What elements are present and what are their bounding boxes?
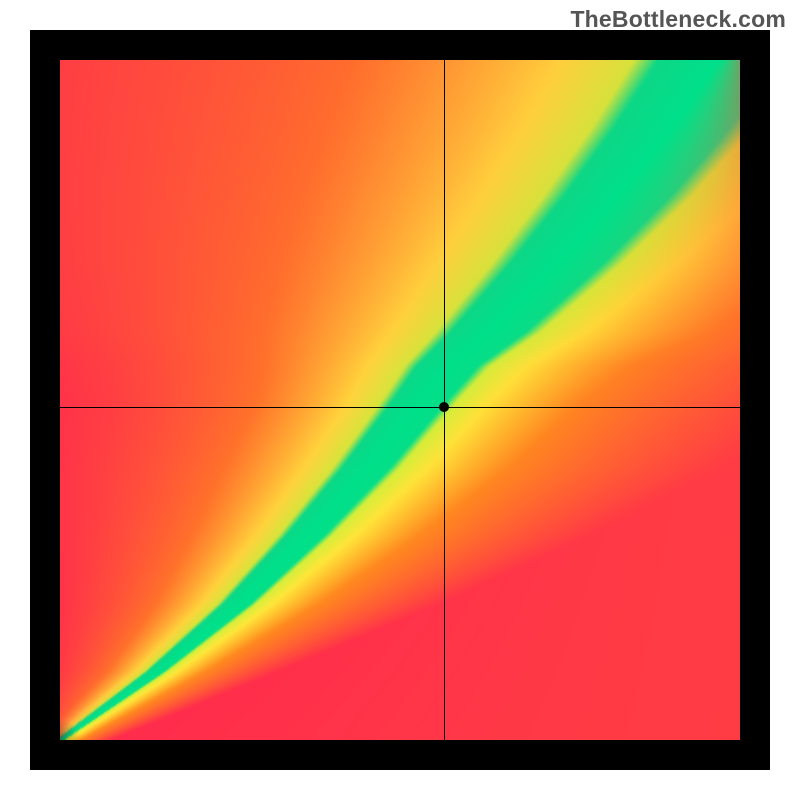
crosshair-dot (439, 402, 449, 412)
watermark-label: TheBottleneck.com (570, 6, 786, 33)
crosshair-horizontal (60, 407, 740, 408)
crosshair-vertical (444, 60, 445, 740)
plot-area (60, 60, 740, 740)
heatmap-canvas (60, 60, 740, 740)
plot-black-frame (30, 30, 770, 770)
chart-container: TheBottleneck.com (0, 0, 800, 800)
